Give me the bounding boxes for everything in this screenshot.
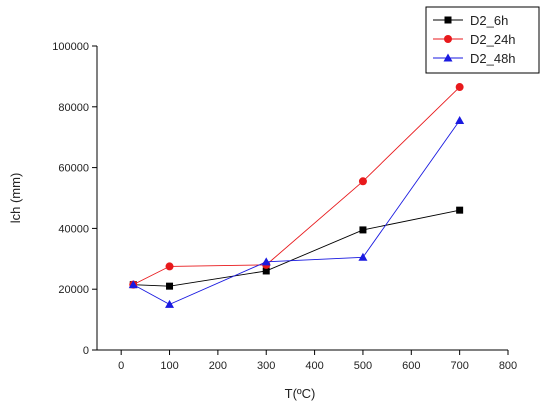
series-line: [133, 120, 461, 305]
data-point: [358, 252, 368, 261]
data-point: [455, 83, 464, 92]
series-line: [133, 86, 460, 286]
x-tick-label: 200: [209, 360, 227, 372]
legend-item: D2_6h: [433, 13, 508, 28]
x-tick-label: 0: [118, 360, 124, 372]
data-point: [359, 226, 367, 234]
x-tick-label: 500: [354, 360, 372, 372]
x-axis-label: T(ºC): [285, 386, 316, 401]
legend-label: D2_6h: [470, 13, 508, 28]
data-point: [455, 115, 465, 124]
series-D2_6h: [129, 206, 464, 290]
x-tick-label: 600: [402, 360, 420, 372]
y-tick-label: 100000: [52, 41, 89, 53]
data-point: [456, 206, 464, 214]
legend-marker: [443, 53, 453, 62]
data-point: [165, 262, 174, 271]
series-layer: [128, 83, 465, 308]
y-tick-label: 0: [83, 345, 89, 357]
x-tick-label: 700: [450, 360, 468, 372]
x-tick-label: 800: [499, 360, 517, 372]
x-tick-label: 100: [160, 360, 178, 372]
x-tick-label: 400: [305, 360, 323, 372]
legend-marker: [444, 16, 452, 24]
legend: D2_6h D2_24h D2_48h: [425, 6, 540, 74]
legend-item: D2_24h: [433, 32, 516, 47]
legend-item: D2_48h: [433, 51, 516, 66]
data-point: [262, 267, 270, 275]
x-tick-label: 300: [257, 360, 275, 372]
legend-label: D2_24h: [470, 32, 516, 47]
y-axis-label: lch (mm): [8, 173, 23, 224]
series-line: [133, 209, 460, 287]
y-tick-label: 60000: [58, 163, 89, 175]
legend-label: D2_48h: [470, 51, 516, 66]
legend-marker: [444, 35, 452, 43]
y-tick-label: 40000: [58, 223, 89, 235]
y-tick-label: 20000: [58, 284, 89, 296]
axes: 0 100 200 300 400 500 600 700 800 0 20000 40000 6000…: [52, 41, 517, 372]
data-point: [261, 257, 271, 266]
data-point: [358, 177, 367, 186]
data-point: [128, 280, 138, 289]
data-point: [166, 282, 174, 290]
data-point: [165, 299, 175, 308]
series-D2_48h: [128, 115, 465, 308]
y-tick-label: 80000: [58, 102, 89, 114]
